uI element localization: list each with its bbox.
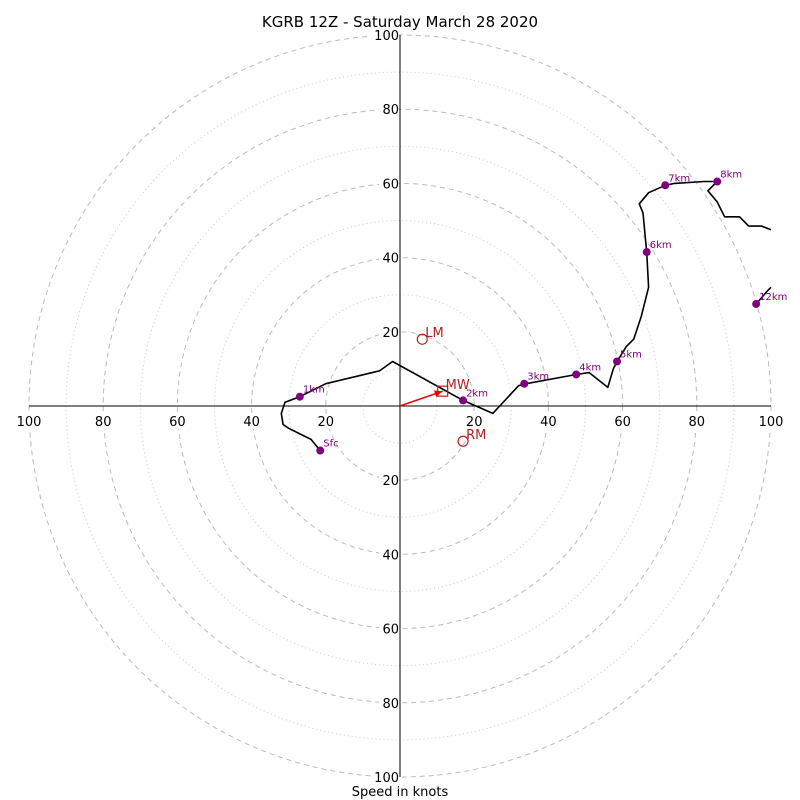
tick-label-bg	[371, 771, 399, 785]
tick-label-text: 20	[466, 415, 483, 430]
height-label-8km: 8km	[720, 170, 742, 181]
tick-label-bg	[464, 415, 485, 429]
storm-motion-mw-label: MW	[446, 378, 470, 393]
height-label-2km: 2km	[466, 388, 488, 399]
height-marker-sfc	[316, 446, 325, 455]
tick-label-text: 60	[614, 415, 631, 430]
tick-label-text: 60	[382, 623, 399, 638]
tick-label-bg	[167, 415, 188, 429]
tick-label: 60	[167, 415, 188, 430]
height-marker-8km	[713, 177, 722, 186]
storm-motion-rm-label: RM	[466, 428, 486, 443]
tick-label-text: 60	[169, 415, 186, 430]
height-markers: Sfc 1km 2km 3km 4km 5km 6km 7km 8km 12km	[295, 170, 787, 455]
mean-wind-arrowhead	[433, 390, 443, 398]
tick-label-bg	[612, 415, 633, 429]
tick-label: 60	[379, 177, 399, 192]
height-marker-5km	[613, 357, 622, 366]
x-axis-label: Speed in knots	[352, 785, 449, 800]
storm-motion-rm-marker	[457, 435, 469, 447]
tick-label: 40	[379, 548, 399, 563]
tick-label: 100	[15, 415, 43, 430]
tick-label: 80	[379, 696, 399, 712]
height-label-5km: 5km	[620, 349, 642, 360]
tick-label-text: 40	[382, 548, 399, 563]
tick-label-bg	[686, 415, 707, 429]
tick-label-text: 20	[382, 326, 399, 341]
tick-label: 20	[379, 474, 399, 489]
height-label-1km: 1km	[303, 385, 325, 396]
storm-motion-lm-label: LM	[425, 326, 443, 341]
height-label-sfc: Sfc	[323, 439, 338, 450]
tick-label-text: 80	[689, 415, 706, 430]
tick-label-bg	[241, 415, 262, 429]
height-marker-2km	[459, 396, 468, 405]
tick-label-text: 100	[759, 415, 784, 430]
tick-label: 60	[612, 415, 633, 430]
tick-label: 100	[371, 771, 399, 786]
tick-label: 20	[464, 415, 485, 430]
storm-motion-lm-marker	[416, 333, 428, 345]
tick-label: 40	[538, 415, 559, 430]
tick-label-bg	[379, 548, 399, 563]
height-marker-4km	[572, 370, 581, 379]
storm-motions: LM RM MW	[399, 326, 486, 447]
tick-label: 20	[315, 415, 336, 430]
tick-label-bg	[379, 251, 399, 266]
tick-label-bg	[379, 103, 399, 118]
height-label-12km: 12km	[759, 292, 787, 303]
tick-label-bg	[538, 415, 559, 429]
height-label-7km: 7km	[668, 173, 690, 184]
height-marker-3km	[520, 379, 529, 388]
tick-label-bg	[93, 415, 114, 429]
tick-label: 20	[379, 325, 399, 341]
height-marker-7km	[661, 181, 670, 190]
hodograph-traces	[280, 180, 772, 452]
tick-label-bg	[379, 696, 399, 711]
tick-label-text: 80	[95, 415, 112, 430]
tick-label: 40	[241, 415, 262, 430]
tick-label-text: 60	[382, 177, 399, 192]
tick-labels: 20 20 20 20 40 40 40 40 60 60 60 60 80 80 80 80 100 100 10…	[15, 29, 785, 786]
tick-label: 60	[379, 622, 399, 638]
tick-label-text: 40	[382, 252, 399, 267]
hodograph-trace-upper	[755, 286, 772, 305]
tick-label-text: 80	[382, 103, 399, 118]
height-label-4km: 4km	[579, 362, 601, 373]
tick-label-bg	[371, 29, 399, 43]
tick-label: 80	[93, 415, 114, 430]
hodograph-trace	[280, 180, 772, 452]
tick-label-bg	[757, 415, 785, 429]
height-marker-6km	[642, 248, 651, 257]
tick-label-bg	[315, 415, 336, 429]
tick-label: 80	[379, 103, 399, 118]
tick-label-text: 20	[318, 415, 335, 430]
tick-label-text: 100	[374, 771, 399, 786]
tick-label-bg	[379, 474, 399, 489]
tick-label-text: 80	[382, 697, 399, 712]
tick-label-text: 20	[382, 474, 399, 489]
height-label-3km: 3km	[527, 372, 549, 383]
tick-label-text: 40	[540, 415, 557, 430]
tick-label-text: 100	[17, 415, 42, 430]
tick-label-bg	[379, 622, 399, 637]
tick-label: 100	[371, 29, 399, 44]
height-marker-12km	[752, 299, 761, 308]
tick-label-bg	[15, 415, 43, 429]
chart-title: KGRB 12Z - Saturday March 28 2020	[262, 13, 538, 31]
tick-label: 100	[757, 415, 785, 430]
tick-label-text: 100	[374, 29, 399, 44]
tick-label-text: 40	[243, 415, 260, 430]
tick-label-bg	[379, 325, 399, 340]
height-marker-1km	[295, 392, 304, 401]
tick-label-bg	[379, 177, 399, 192]
tick-label: 80	[686, 415, 707, 430]
height-label-6km: 6km	[650, 240, 672, 251]
storm-motion-mw-marker	[437, 385, 449, 397]
tick-label: 40	[379, 251, 399, 267]
